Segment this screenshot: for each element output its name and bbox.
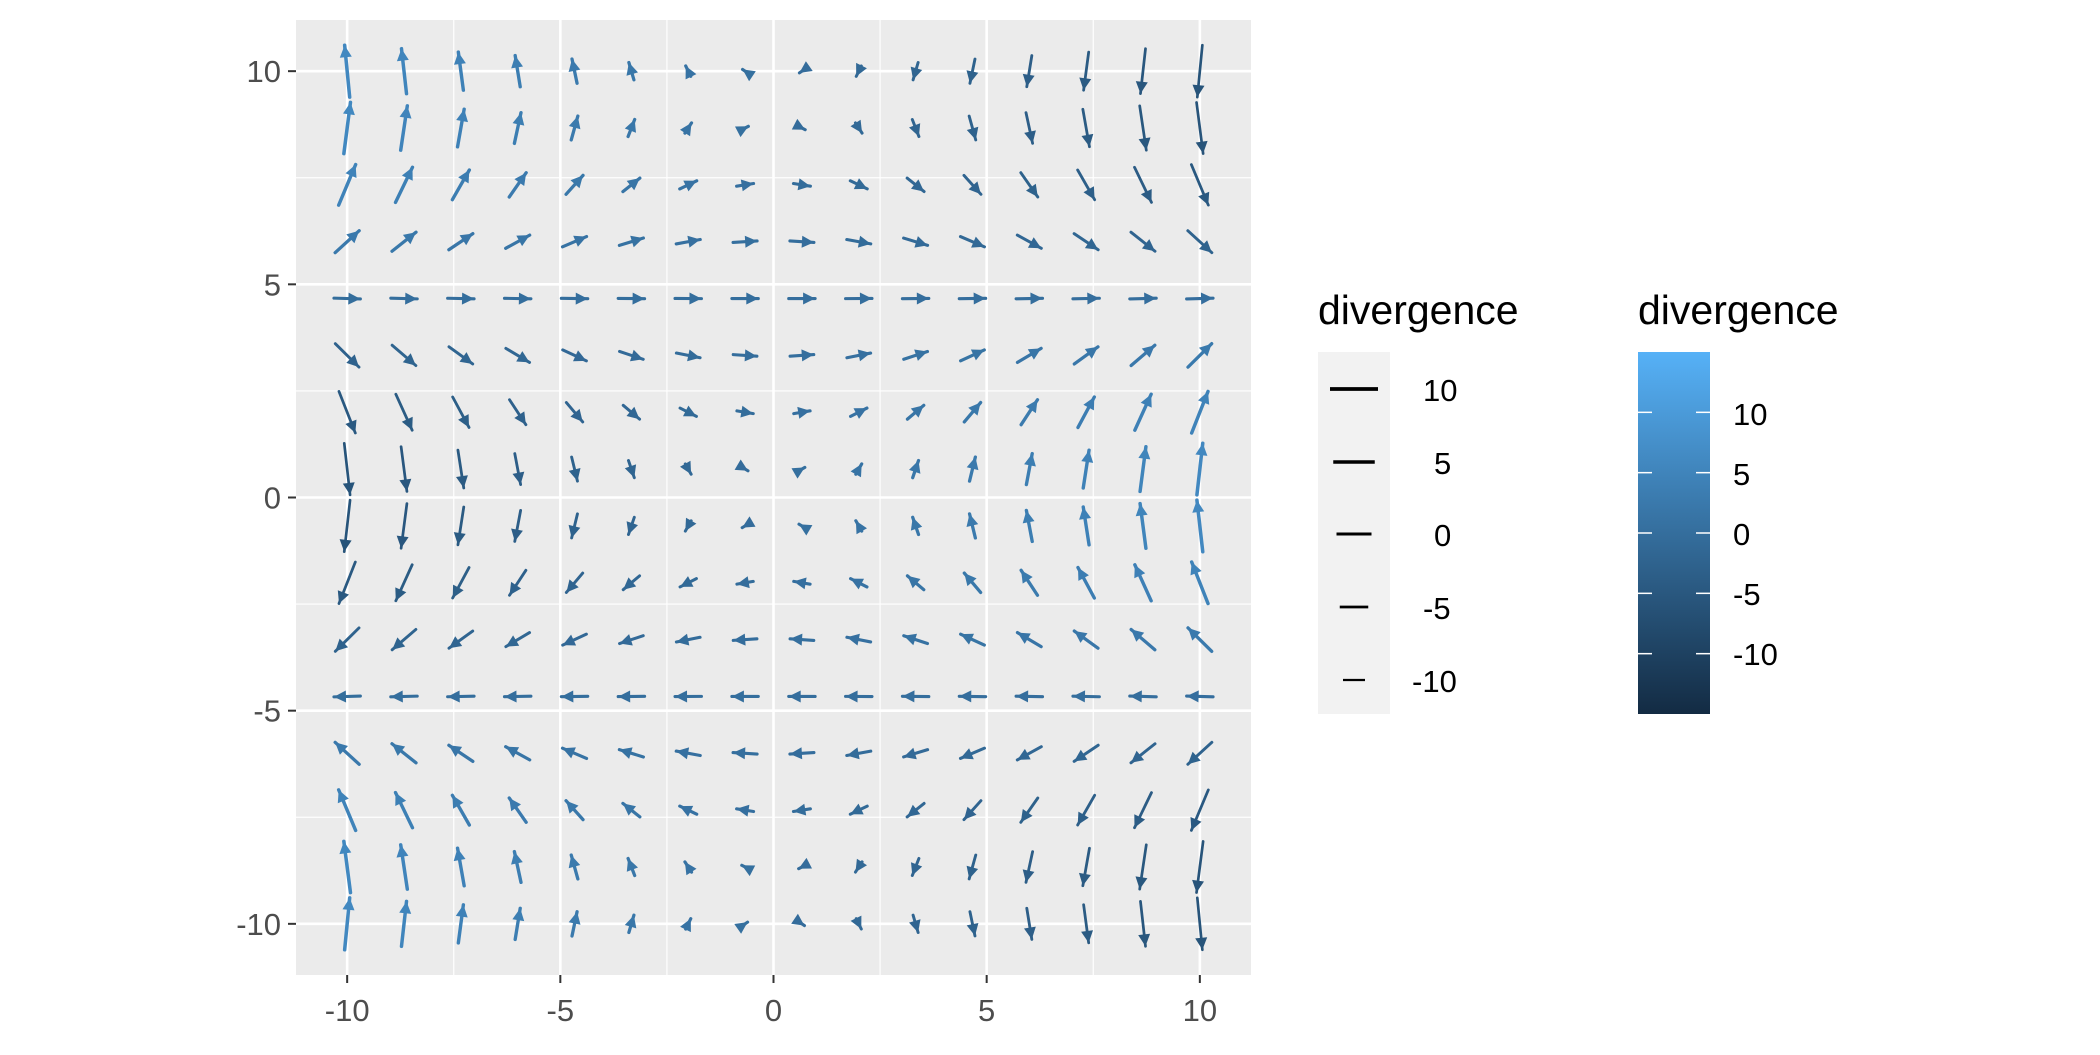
color-legend-label: -5 — [1733, 577, 1761, 612]
x-axis-tick-label: 0 — [765, 993, 782, 1028]
color-legend: divergence 10 5 0 -5 -10 — [1638, 287, 1839, 714]
size-legend-label: 0 — [1434, 518, 1451, 553]
size-legend-label: -10 — [1412, 664, 1457, 699]
size-legend-label: 10 — [1423, 373, 1457, 408]
size-legend-title: divergence — [1318, 287, 1519, 333]
color-legend-label: -10 — [1733, 637, 1778, 672]
x-axis-tick-label: -5 — [547, 993, 575, 1028]
color-legend-title: divergence — [1638, 287, 1839, 333]
x-axis-tick-label: -10 — [325, 993, 370, 1028]
y-axis-tick-label: 10 — [247, 54, 281, 89]
size-legend: divergence 10 5 0 -5 -10 — [1318, 287, 1519, 714]
y-axis-tick-label: 0 — [264, 481, 281, 516]
y-axis-tick-label: -5 — [253, 694, 281, 729]
size-legend-label: -5 — [1423, 591, 1451, 626]
y-axis-tick-label: 5 — [264, 267, 281, 302]
color-legend-label: 10 — [1733, 397, 1767, 432]
x-axis-tick-label: 5 — [978, 993, 995, 1028]
x-axis-tick-label: 10 — [1183, 993, 1217, 1028]
color-legend-label: 5 — [1733, 457, 1750, 492]
y-axis-tick-label: -10 — [236, 907, 281, 942]
color-legend-label: 0 — [1733, 517, 1750, 552]
size-legend-label: 5 — [1434, 446, 1451, 481]
